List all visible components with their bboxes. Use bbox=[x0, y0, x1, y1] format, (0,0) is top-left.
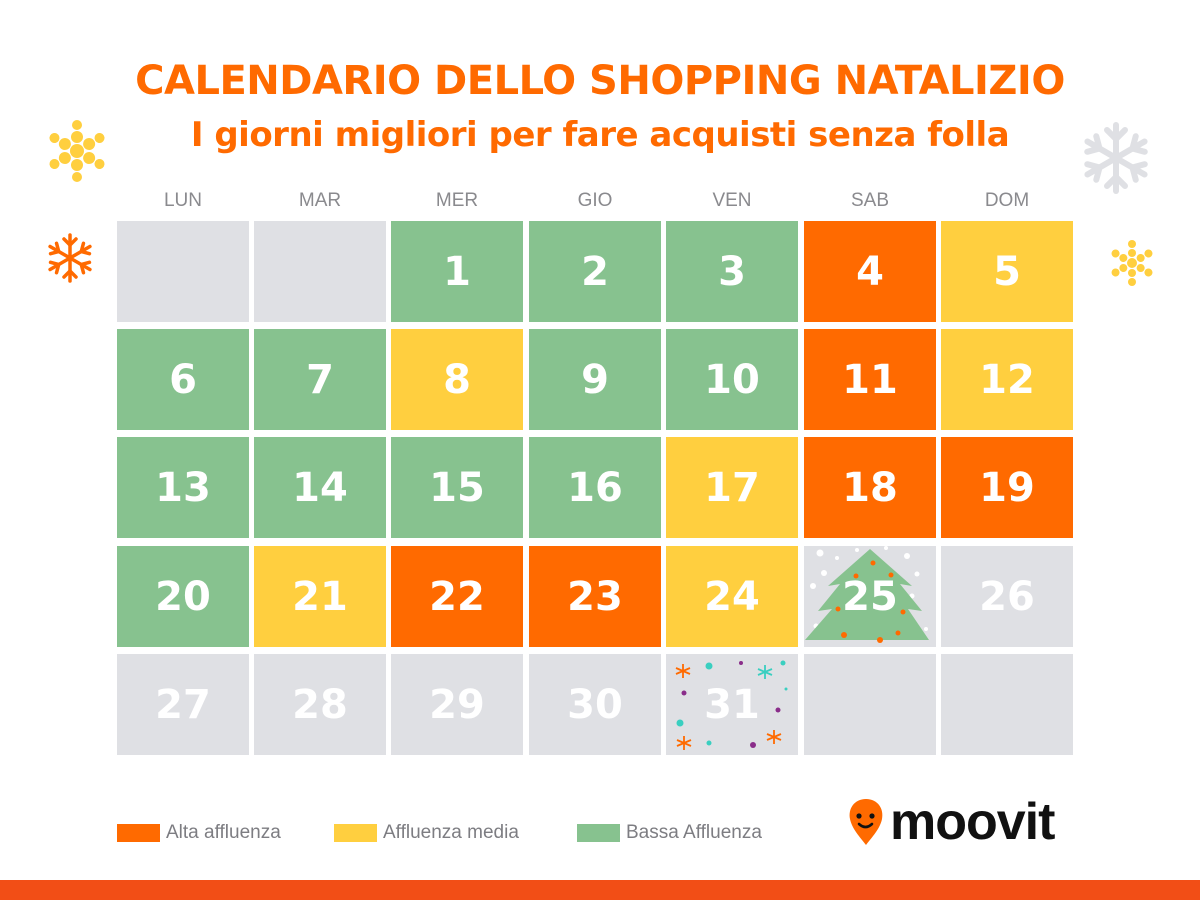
snowflake-icon bbox=[1076, 122, 1156, 194]
weekday-label: SAB bbox=[850, 190, 890, 211]
day-number: 15 bbox=[429, 464, 485, 511]
day-cell-22: 22 bbox=[391, 546, 523, 647]
day-number: 9 bbox=[581, 356, 609, 403]
day-cell-13: 13 bbox=[117, 437, 249, 538]
day-cell-20: 20 bbox=[117, 546, 249, 647]
snowflake-icon bbox=[1110, 240, 1154, 286]
day-number: 1 bbox=[443, 248, 471, 295]
day-cell-28: 28 bbox=[254, 654, 386, 755]
day-number: 31 bbox=[704, 681, 760, 728]
day-number: 27 bbox=[155, 681, 211, 728]
weekday-label: MER bbox=[435, 190, 479, 211]
weekday-label: GIO bbox=[577, 190, 613, 211]
day-cell-3: 3 bbox=[666, 221, 798, 322]
day-number: 8 bbox=[443, 356, 471, 403]
day-number: 14 bbox=[292, 464, 348, 511]
day-number: 5 bbox=[993, 248, 1021, 295]
day-cell-26: 26 bbox=[941, 546, 1073, 647]
day-number: 22 bbox=[429, 573, 485, 620]
empty-cell bbox=[804, 654, 936, 755]
legend-label: Bassa Affluenza bbox=[626, 822, 762, 843]
day-cell-14: 14 bbox=[254, 437, 386, 538]
day-cell-31: 31 bbox=[666, 654, 798, 755]
day-number: 7 bbox=[306, 356, 334, 403]
day-number: 25 bbox=[842, 573, 898, 620]
snowflake-icon bbox=[45, 233, 95, 283]
day-cell-21: 21 bbox=[254, 546, 386, 647]
empty-cell bbox=[117, 221, 249, 322]
weekday-label: VEN bbox=[712, 190, 752, 211]
day-cell-23: 23 bbox=[529, 546, 661, 647]
day-cell-7: 7 bbox=[254, 329, 386, 430]
day-cell-16: 16 bbox=[529, 437, 661, 538]
weekday-label: MAR bbox=[298, 190, 342, 211]
day-number: 18 bbox=[842, 464, 898, 511]
day-number: 17 bbox=[704, 464, 760, 511]
weekday-label: LUN bbox=[163, 190, 202, 211]
day-cell-15: 15 bbox=[391, 437, 523, 538]
day-cell-11: 11 bbox=[804, 329, 936, 430]
bottom-bar bbox=[0, 880, 1200, 900]
day-number: 28 bbox=[292, 681, 348, 728]
day-cell-8: 8 bbox=[391, 329, 523, 430]
day-cell-9: 9 bbox=[529, 329, 661, 430]
christmas-tree-icon bbox=[805, 546, 929, 643]
day-number: 16 bbox=[567, 464, 623, 511]
day-number: 20 bbox=[155, 573, 211, 620]
day-cell-17: 17 bbox=[666, 437, 798, 538]
day-cell-1: 1 bbox=[391, 221, 523, 322]
day-cell-18: 18 bbox=[804, 437, 936, 538]
moovit-logo-text: moovit bbox=[890, 793, 1055, 851]
day-cell-6: 6 bbox=[117, 329, 249, 430]
day-number: 11 bbox=[842, 356, 898, 403]
day-cell-2: 2 bbox=[529, 221, 661, 322]
day-number: 29 bbox=[429, 681, 485, 728]
day-number: 13 bbox=[155, 464, 211, 511]
day-number: 10 bbox=[704, 356, 760, 403]
legend-item: Affluenza media bbox=[334, 822, 519, 844]
day-cell-10: 10 bbox=[666, 329, 798, 430]
weekday-label: DOM bbox=[984, 190, 1030, 211]
day-cell-24: 24 bbox=[666, 546, 798, 647]
day-cell-30: 30 bbox=[529, 654, 661, 755]
day-number: 19 bbox=[979, 464, 1035, 511]
day-number: 3 bbox=[718, 248, 746, 295]
moovit-pin-icon bbox=[849, 799, 883, 845]
day-number: 2 bbox=[581, 248, 609, 295]
legend-label: Affluenza media bbox=[383, 822, 519, 843]
empty-cell bbox=[254, 221, 386, 322]
day-number: 6 bbox=[169, 356, 197, 403]
day-number: 24 bbox=[704, 573, 760, 620]
day-cell-5: 5 bbox=[941, 221, 1073, 322]
day-cell-4: 4 bbox=[804, 221, 936, 322]
legend-swatch bbox=[577, 824, 620, 842]
day-number: 23 bbox=[567, 573, 623, 620]
day-cell-25: 25 bbox=[804, 546, 936, 647]
empty-cell bbox=[941, 654, 1073, 755]
day-number: 26 bbox=[979, 573, 1035, 620]
day-number: 30 bbox=[567, 681, 623, 728]
day-cell-27: 27 bbox=[117, 654, 249, 755]
page-subtitle: I giorni migliori per fare acquisti senz… bbox=[190, 115, 1010, 155]
legend-swatch bbox=[117, 824, 160, 842]
day-number: 21 bbox=[292, 573, 348, 620]
day-cell-29: 29 bbox=[391, 654, 523, 755]
day-cell-19: 19 bbox=[941, 437, 1073, 538]
legend-swatch bbox=[334, 824, 377, 842]
legend-item: Bassa Affluenza bbox=[577, 822, 762, 844]
moovit-logo: moovit bbox=[846, 792, 1055, 852]
day-number: 4 bbox=[856, 248, 884, 295]
day-number: 12 bbox=[979, 356, 1035, 403]
confetti-icon bbox=[675, 660, 788, 750]
legend-label: Alta affluenza bbox=[166, 822, 281, 843]
page-title: CALENDARIO DELLO SHOPPING NATALIZIO bbox=[135, 58, 1065, 104]
legend-item: Alta affluenza bbox=[117, 822, 281, 844]
day-cell-12: 12 bbox=[941, 329, 1073, 430]
snowflake-icon bbox=[47, 120, 107, 182]
